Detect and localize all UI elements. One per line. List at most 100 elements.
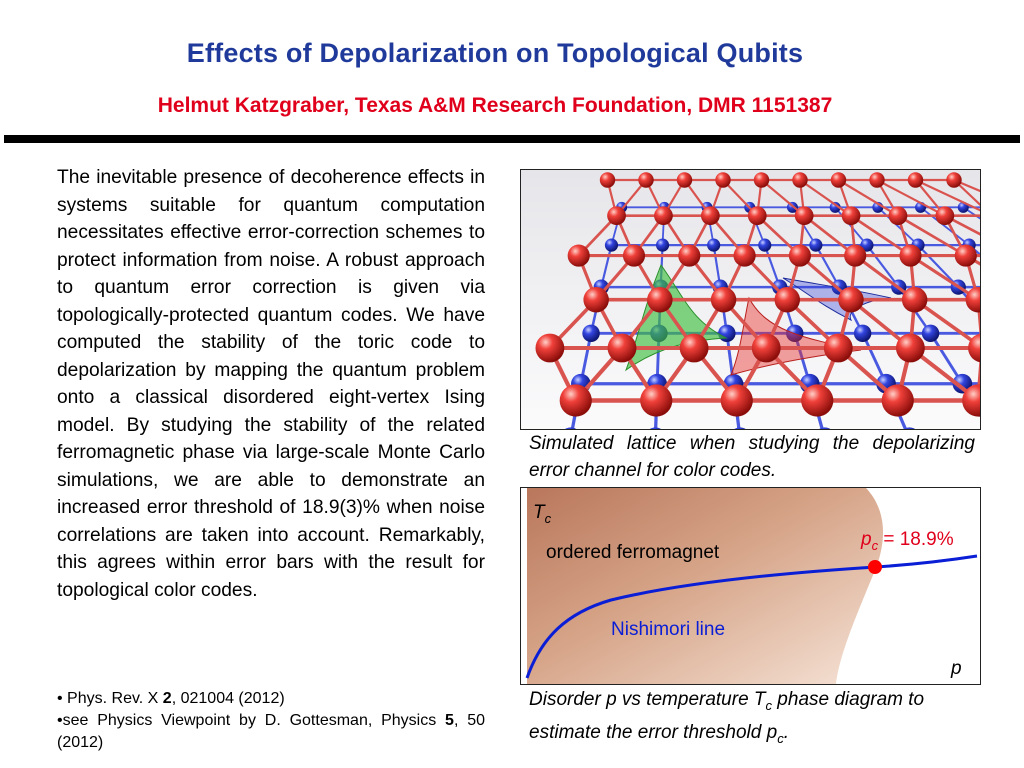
red-sphere (954, 244, 977, 267)
red-sphere (720, 384, 753, 417)
reference-text: , 50 (2012) (57, 712, 485, 751)
body-paragraph: The inevitable presence of decoherence e… (57, 167, 485, 601)
lattice-link (876, 206, 919, 247)
blue-sphere (565, 427, 577, 429)
red-sphere (888, 206, 908, 226)
lattice-link (849, 214, 912, 257)
red-sphere (881, 384, 914, 417)
lattice-link (908, 254, 980, 302)
blue-sphere (853, 324, 872, 343)
red-sphere (567, 244, 590, 267)
red-sphere (838, 286, 864, 313)
red-sphere (607, 333, 637, 363)
lattice-image (521, 170, 980, 429)
red-sphere (535, 333, 565, 363)
red-sphere (965, 286, 980, 313)
nishimori-line-label: Nishimori line (611, 619, 726, 640)
blue-sphere (952, 373, 973, 394)
reference-text: , 021004 (2012) (171, 690, 285, 707)
lattice-link (798, 178, 853, 217)
red-sphere (751, 333, 781, 363)
red-sphere (801, 384, 834, 417)
lattice-link (968, 244, 980, 256)
lattice-link (919, 206, 971, 247)
red-sphere (700, 206, 720, 226)
red-sphere (607, 206, 626, 226)
lattice-link (837, 178, 900, 217)
red-sphere (844, 244, 867, 267)
blue-sphere (903, 427, 916, 429)
red-sphere (640, 384, 673, 417)
red-sphere (679, 333, 709, 363)
red-sphere (895, 333, 925, 363)
reference-volume: 2 (162, 690, 172, 707)
red-sphere (946, 172, 962, 188)
lattice-link (865, 244, 900, 289)
red-sphere (794, 206, 814, 226)
blue-sphere (809, 238, 823, 252)
red-sphere (678, 244, 701, 267)
nishimori-line (525, 554, 978, 679)
blue-sphere (829, 201, 841, 213)
lattice-figure (520, 169, 981, 430)
red-sphere (968, 333, 980, 363)
red-sphere (747, 206, 767, 226)
red-sphere (599, 172, 616, 188)
blue-sphere (734, 427, 746, 429)
lattice-link (916, 244, 960, 289)
red-sphere (676, 172, 693, 188)
red-sphere (583, 286, 609, 313)
blue-sphere (819, 427, 831, 429)
red-sphere (901, 286, 928, 313)
lattice-link (875, 178, 946, 217)
red-sphere (830, 172, 847, 188)
red-sphere (962, 384, 980, 417)
red-sphere (907, 172, 924, 188)
title-divider (4, 135, 1020, 143)
phase-diagram: Tc p ordered ferromagnet Nishimori line … (520, 487, 981, 685)
lattice-caption: Simulated lattice when studying the depo… (529, 433, 975, 481)
red-sphere (733, 244, 756, 267)
reference-text: Phys. Rev. X (62, 690, 163, 707)
blue-sphere (707, 238, 721, 252)
red-sphere (788, 244, 811, 267)
red-sphere (841, 206, 861, 226)
red-sphere (647, 286, 673, 313)
red-sphere (559, 384, 592, 417)
page-title: Effects of Depolarization on Topological… (186, 38, 804, 68)
red-sphere (753, 172, 770, 188)
blue-sphere (649, 427, 661, 429)
red-sphere (622, 244, 646, 267)
blue-sphere (758, 238, 772, 252)
lattice-link (952, 178, 980, 207)
red-sphere (638, 172, 654, 188)
reference-item: • Phys. Rev. X 2, 021004 (2012) (57, 688, 485, 710)
red-sphere (710, 286, 737, 313)
reference-volume: 5 (445, 712, 454, 729)
lattice-link (943, 214, 980, 236)
red-sphere (792, 172, 808, 188)
blue-sphere (655, 238, 670, 252)
ordered-phase-label: ordered ferromagnet (546, 542, 720, 563)
red-sphere (654, 206, 673, 226)
red-sphere (869, 172, 885, 188)
lattice-link (952, 178, 980, 193)
blue-sphere (718, 324, 736, 343)
reference-list: • Phys. Rev. X 2, 021004 (2012) •see Phy… (57, 688, 485, 754)
red-sphere (774, 286, 800, 313)
lattice-link (962, 206, 980, 220)
reference-text: see Physics Viewpoint by D. Gottesman, P… (62, 712, 446, 729)
critical-threshold-label: pc = 18.9% (861, 529, 954, 553)
reference-item: •see Physics Viewpoint by D. Gottesman, … (57, 710, 485, 754)
y-axis-label: Tc (533, 502, 552, 526)
critical-point (868, 560, 882, 574)
red-sphere (935, 206, 955, 226)
ordered-phase-region (527, 488, 884, 684)
bullet: • (57, 712, 63, 729)
red-sphere (823, 333, 853, 363)
blue-sphere (921, 324, 940, 343)
red-sphere (899, 244, 922, 267)
lattice-link (964, 254, 980, 266)
red-sphere (715, 172, 731, 188)
bullet: • (57, 690, 63, 707)
